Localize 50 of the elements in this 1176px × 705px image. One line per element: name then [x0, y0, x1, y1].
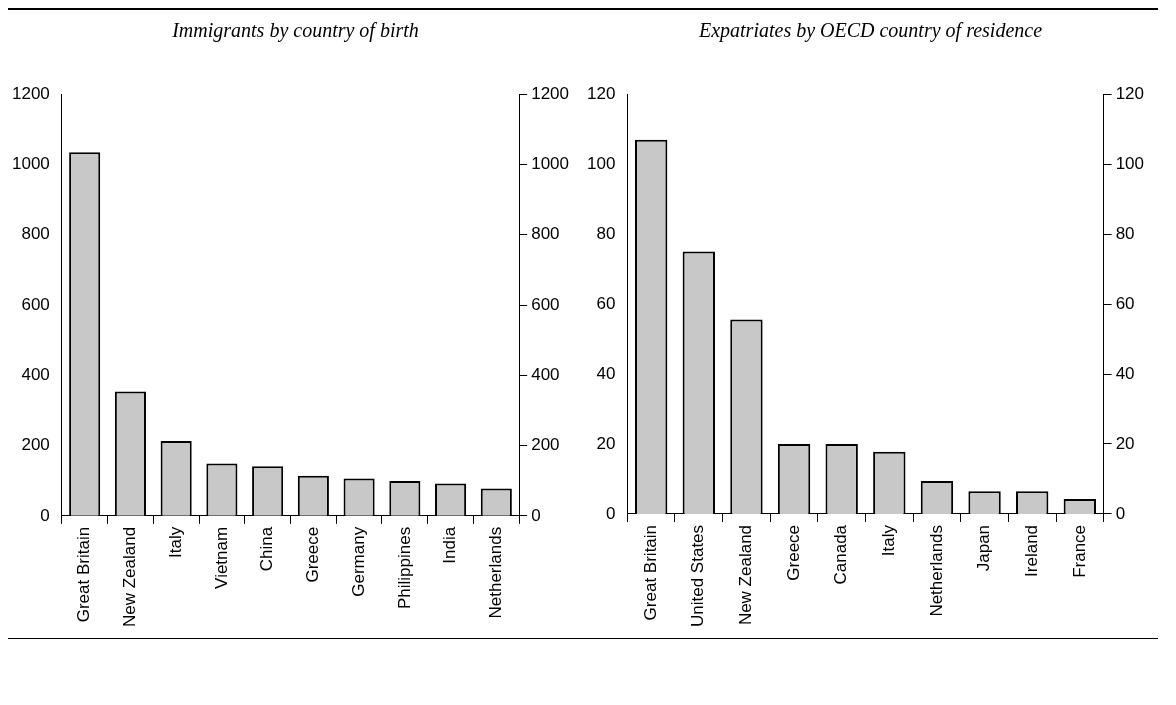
x-tick-label: Philippines [394, 526, 414, 610]
y-tick-label: 400 [21, 364, 50, 384]
y2-tick-label: 80 [1115, 223, 1135, 243]
y2-tick-label: 1000 [531, 154, 570, 174]
y2-tick-label: 60 [1115, 293, 1135, 313]
x-tick-label: India [440, 526, 460, 564]
x-tick-label: China [257, 526, 277, 572]
x-tick-label: New Zealand [736, 524, 756, 626]
x-tick-label: Japan [974, 524, 994, 572]
x-tick-label: Greece [303, 526, 323, 583]
x-tick-label: Italy [165, 526, 185, 559]
y2-tick-label: 1200 [531, 83, 570, 103]
y-tick-label: 40 [596, 363, 616, 383]
x-tick-label: Great Britain [640, 524, 660, 621]
y-tick-label: 0 [605, 503, 616, 523]
chart-title: Expatriates by OECD country of residence [697, 18, 1044, 44]
x-tick-label: Canada [831, 524, 851, 585]
y2-tick-label: 400 [531, 364, 560, 384]
x-tick-label: Vietnam [211, 526, 231, 589]
y2-tick-label: 0 [1115, 503, 1126, 523]
y-tick-label: 100 [586, 153, 616, 173]
y-tick-label: 0 [40, 505, 50, 525]
y-tick-label: 1000 [11, 154, 50, 174]
x-tick-label: Germany [348, 526, 368, 597]
y2-tick-label: 20 [1115, 433, 1135, 453]
y-tick-label: 800 [21, 224, 50, 244]
y-tick-label: 200 [21, 435, 50, 455]
y2-tick-label: 40 [1115, 363, 1135, 383]
y2-tick-label: 200 [531, 435, 560, 455]
x-tick-label: Greece [783, 524, 803, 581]
y2-tick-label: 120 [1115, 83, 1145, 103]
y-tick-label: 120 [586, 83, 616, 103]
x-tick-label: New Zealand [120, 526, 140, 628]
x-tick-label: Great Britain [74, 526, 94, 623]
y2-tick-label: 800 [531, 224, 560, 244]
y-tick-label: 80 [596, 223, 616, 243]
y-tick-label: 600 [21, 294, 50, 314]
y-tick-label: 20 [596, 433, 616, 453]
chart-title: Immigrants by country of birth [171, 18, 420, 44]
y2-tick-label: 100 [1115, 153, 1145, 173]
x-tick-label: Netherlands [486, 526, 505, 619]
y2-tick-label: 0 [531, 505, 541, 525]
x-tick-label: Ireland [1021, 524, 1041, 577]
x-tick-label: Netherlands [926, 524, 946, 617]
y2-tick-label: 600 [531, 294, 560, 314]
x-tick-label: France [1069, 524, 1089, 578]
y-tick-label: 1200 [11, 83, 50, 103]
x-tick-label: United States [688, 524, 708, 627]
x-tick-label: Italy [879, 524, 898, 557]
y-tick-label: 60 [596, 293, 616, 313]
